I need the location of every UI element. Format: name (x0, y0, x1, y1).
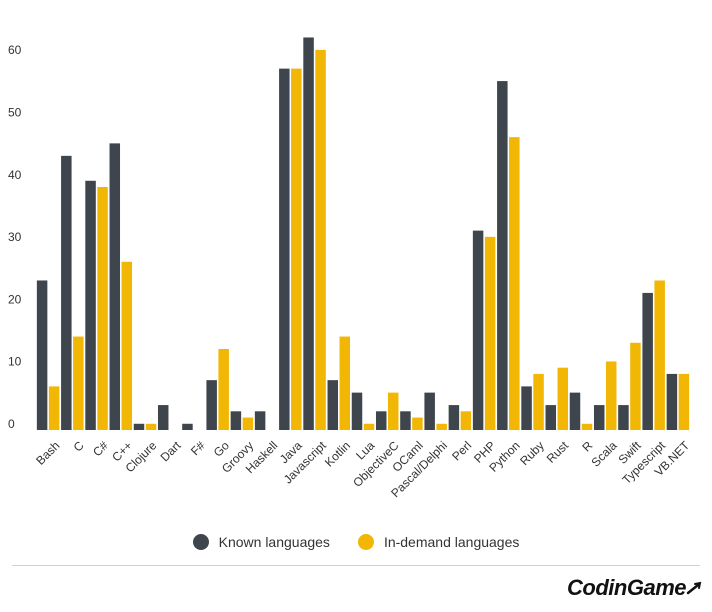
logo-swoosh-icon (686, 581, 702, 595)
bar-known-c-[interactable] (109, 143, 121, 430)
bar-known-typescript[interactable] (642, 292, 653, 430)
bar-known-c[interactable] (61, 155, 72, 430)
bar-in-demand-php[interactable] (484, 236, 496, 430)
bar-in-demand-perl[interactable] (460, 411, 472, 430)
x-tick-label: Bash (33, 438, 62, 467)
bar-known-php[interactable] (472, 230, 484, 430)
legend-item-demand[interactable]: In-demand languages (357, 534, 520, 550)
legend-label-demand: In-demand languages (383, 534, 520, 550)
bar-in-demand-ruby[interactable] (533, 373, 544, 430)
bar-in-demand-python[interactable] (509, 137, 520, 430)
bar-known-r[interactable] (569, 392, 581, 430)
bar-in-demand-pascal-delphi[interactable] (436, 423, 447, 430)
legend: Known languages In-demand languages (0, 530, 712, 554)
bar-known-perl[interactable] (448, 405, 460, 430)
x-tick-label: C# (90, 438, 111, 459)
legend-swatch-demand (357, 534, 374, 550)
bar-known-python[interactable] (497, 81, 508, 430)
bar-in-demand-objectivec[interactable] (387, 392, 399, 430)
bar-in-demand-javascript[interactable] (315, 49, 326, 431)
bar-known-lua[interactable] (351, 392, 363, 430)
x-tick-label: Dart (158, 438, 184, 464)
bar-in-demand-swift[interactable] (630, 342, 641, 430)
bar-known-kotlin[interactable] (327, 380, 339, 430)
legend-item-known[interactable]: Known languages (192, 534, 330, 550)
bar-in-demand-scala[interactable] (605, 361, 617, 430)
bar-known-clojure[interactable] (133, 423, 145, 430)
x-tick-label: Perl (449, 438, 474, 463)
codingame-logo: CodinGame (567, 575, 702, 601)
bar-known-rust[interactable] (545, 405, 557, 430)
x-tick-label: Kotlin (322, 438, 353, 469)
logo-text: CodinGame (567, 575, 686, 600)
y-tick-label: 10 (8, 355, 22, 369)
bar-known-c-[interactable] (85, 180, 96, 430)
x-tick-label: Ruby (517, 438, 547, 468)
bar-known-objectivec[interactable] (375, 411, 387, 430)
bar-known-swift[interactable] (618, 405, 629, 430)
x-tick-label: R (579, 438, 595, 454)
bar-in-demand-r[interactable] (581, 423, 593, 430)
bar-known-ruby[interactable] (521, 386, 532, 430)
bar-in-demand-vb-net[interactable] (678, 373, 690, 430)
bars-group (36, 37, 690, 431)
bar-known-bash[interactable] (36, 280, 48, 430)
bar-in-demand-lua[interactable] (363, 423, 375, 430)
bar-in-demand-rust[interactable] (557, 367, 569, 430)
bar-in-demand-bash[interactable] (48, 386, 60, 430)
x-tick-label: C (71, 438, 87, 454)
x-tick-label: Rust (544, 438, 572, 466)
bar-known-pascal-delphi[interactable] (424, 392, 435, 430)
bar-in-demand-clojure[interactable] (145, 423, 157, 430)
y-tick-label: 20 (8, 292, 22, 306)
bar-in-demand-c-[interactable] (121, 261, 133, 430)
bar-known-f-[interactable] (182, 423, 193, 430)
bar-known-java[interactable] (279, 68, 290, 431)
bar-in-demand-c-[interactable] (97, 187, 108, 430)
bar-known-go[interactable] (206, 380, 217, 430)
y-tick-label: 60 (8, 43, 22, 57)
bar-in-demand-groovy[interactable] (242, 417, 254, 430)
bar-known-javascript[interactable] (303, 37, 314, 431)
bar-in-demand-c[interactable] (73, 336, 84, 430)
legend-label-known: Known languages (218, 534, 330, 550)
y-axis: 0 10 20 30 40 50 60 (8, 43, 22, 431)
bar-in-demand-kotlin[interactable] (339, 336, 351, 430)
y-tick-label: 50 (8, 105, 22, 119)
bar-known-haskell[interactable] (254, 411, 266, 430)
x-tick-label: Scala (588, 438, 619, 469)
y-tick-label: 0 (8, 417, 15, 431)
footer-divider (12, 565, 700, 566)
x-tick-label: F# (188, 438, 208, 458)
bar-known-dart[interactable] (157, 405, 169, 430)
bar-in-demand-java[interactable] (291, 68, 302, 431)
bar-known-vb-net[interactable] (666, 373, 678, 430)
bar-in-demand-typescript[interactable] (654, 280, 665, 430)
bar-in-demand-ocaml[interactable] (412, 417, 423, 430)
legend-swatch-known (192, 534, 209, 550)
bar-in-demand-go[interactable] (218, 349, 229, 430)
bar-known-groovy[interactable] (230, 411, 242, 430)
bar-known-ocaml[interactable] (400, 411, 411, 430)
y-tick-label: 30 (8, 230, 22, 244)
bar-known-scala[interactable] (593, 405, 605, 430)
y-tick-label: 40 (8, 168, 22, 182)
